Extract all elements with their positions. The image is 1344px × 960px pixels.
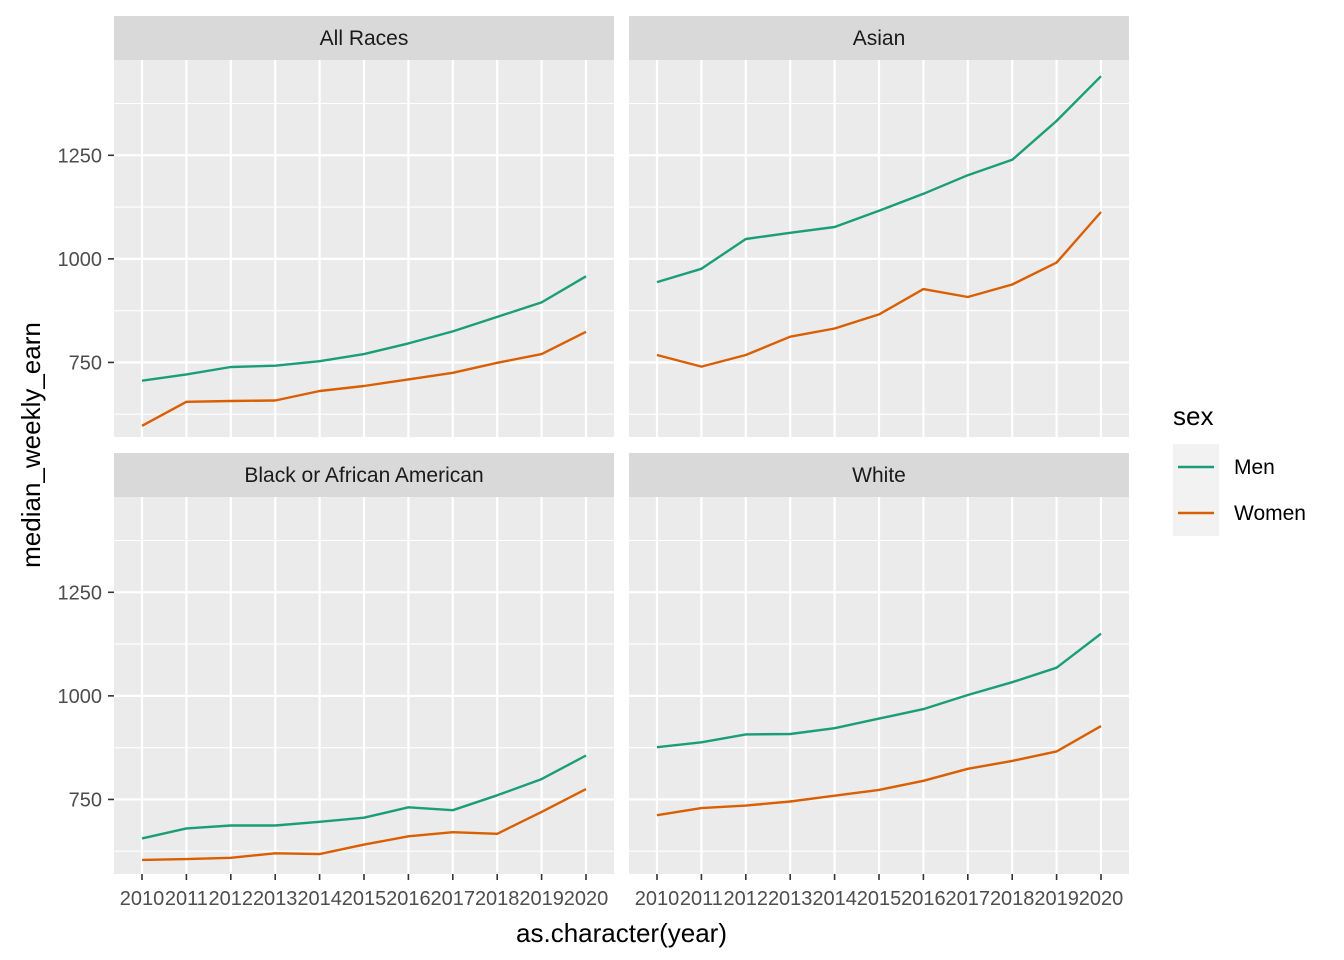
facet-strip-label: All Races — [320, 27, 409, 50]
x-tick-label: 2019 — [1034, 888, 1079, 910]
facet-strip-label: Asian — [853, 27, 906, 50]
facet-strip — [629, 16, 1129, 60]
x-tick-label: 2015 — [342, 888, 387, 910]
facet-strip — [114, 453, 614, 497]
series-line-men — [656, 75, 1102, 284]
x-axis-title: as.character(year) — [516, 918, 727, 948]
x-tick-label: 2010 — [635, 888, 680, 910]
x-tick-label: 2015 — [857, 888, 902, 910]
x-tick-label: 2012 — [724, 888, 769, 910]
facet-strip — [114, 16, 614, 60]
panel-all-races: All Races 750 1000 1250 — [58, 16, 614, 437]
facet-strip-label: White — [852, 464, 906, 487]
series-line-men — [141, 275, 587, 382]
x-tick-label: 2018 — [475, 888, 520, 910]
legend-label-men: Men — [1234, 456, 1275, 479]
x-tick-label: 2020 — [1079, 888, 1124, 910]
series-line-men — [656, 632, 1102, 749]
x-tick-label: 2011 — [165, 888, 208, 910]
series-line-women — [656, 211, 1102, 368]
y-tick-label: 1000 — [58, 249, 103, 271]
y-tick-label: 1250 — [58, 582, 103, 604]
panel-black-or-african-american: Black or African American 750 1000 1250 2010… — [58, 453, 614, 910]
x-tick-label: 2014 — [297, 888, 342, 910]
x-tick-label: 2014 — [812, 888, 857, 910]
panel-asian: Asian — [629, 16, 1129, 437]
series-line-women — [141, 788, 587, 862]
y-tick-label: 750 — [69, 352, 102, 374]
y-tick-label: 750 — [69, 789, 102, 811]
series-line-men — [141, 754, 587, 840]
x-tick-label: 2020 — [564, 888, 609, 910]
y-axis-title: median_weekly_earn — [16, 322, 46, 568]
facet-strip — [629, 453, 1129, 497]
x-tick-label: 2018 — [990, 888, 1035, 910]
legend-label-women: Women — [1234, 502, 1306, 525]
x-tick-label: 2019 — [519, 888, 564, 910]
x-tick-label: 2017 — [946, 888, 991, 910]
series-line-women — [656, 725, 1102, 817]
x-tick-label: 2016 — [901, 888, 946, 910]
legend: sex Men Women — [1173, 401, 1306, 536]
x-tick-label: 2010 — [120, 888, 165, 910]
x-tick-label: 2011 — [680, 888, 723, 910]
x-tick-label: 2012 — [209, 888, 254, 910]
series-line-women — [141, 330, 587, 427]
x-tick-label: 2017 — [431, 888, 476, 910]
x-tick-label: 2016 — [386, 888, 431, 910]
x-tick-label: 2013 — [768, 888, 813, 910]
legend-title: sex — [1173, 401, 1213, 431]
x-tick-label: 2013 — [253, 888, 298, 910]
y-tick-label: 1000 — [58, 686, 103, 708]
y-tick-label: 1250 — [58, 145, 103, 167]
facet-strip-label: Black or African American — [244, 464, 483, 487]
